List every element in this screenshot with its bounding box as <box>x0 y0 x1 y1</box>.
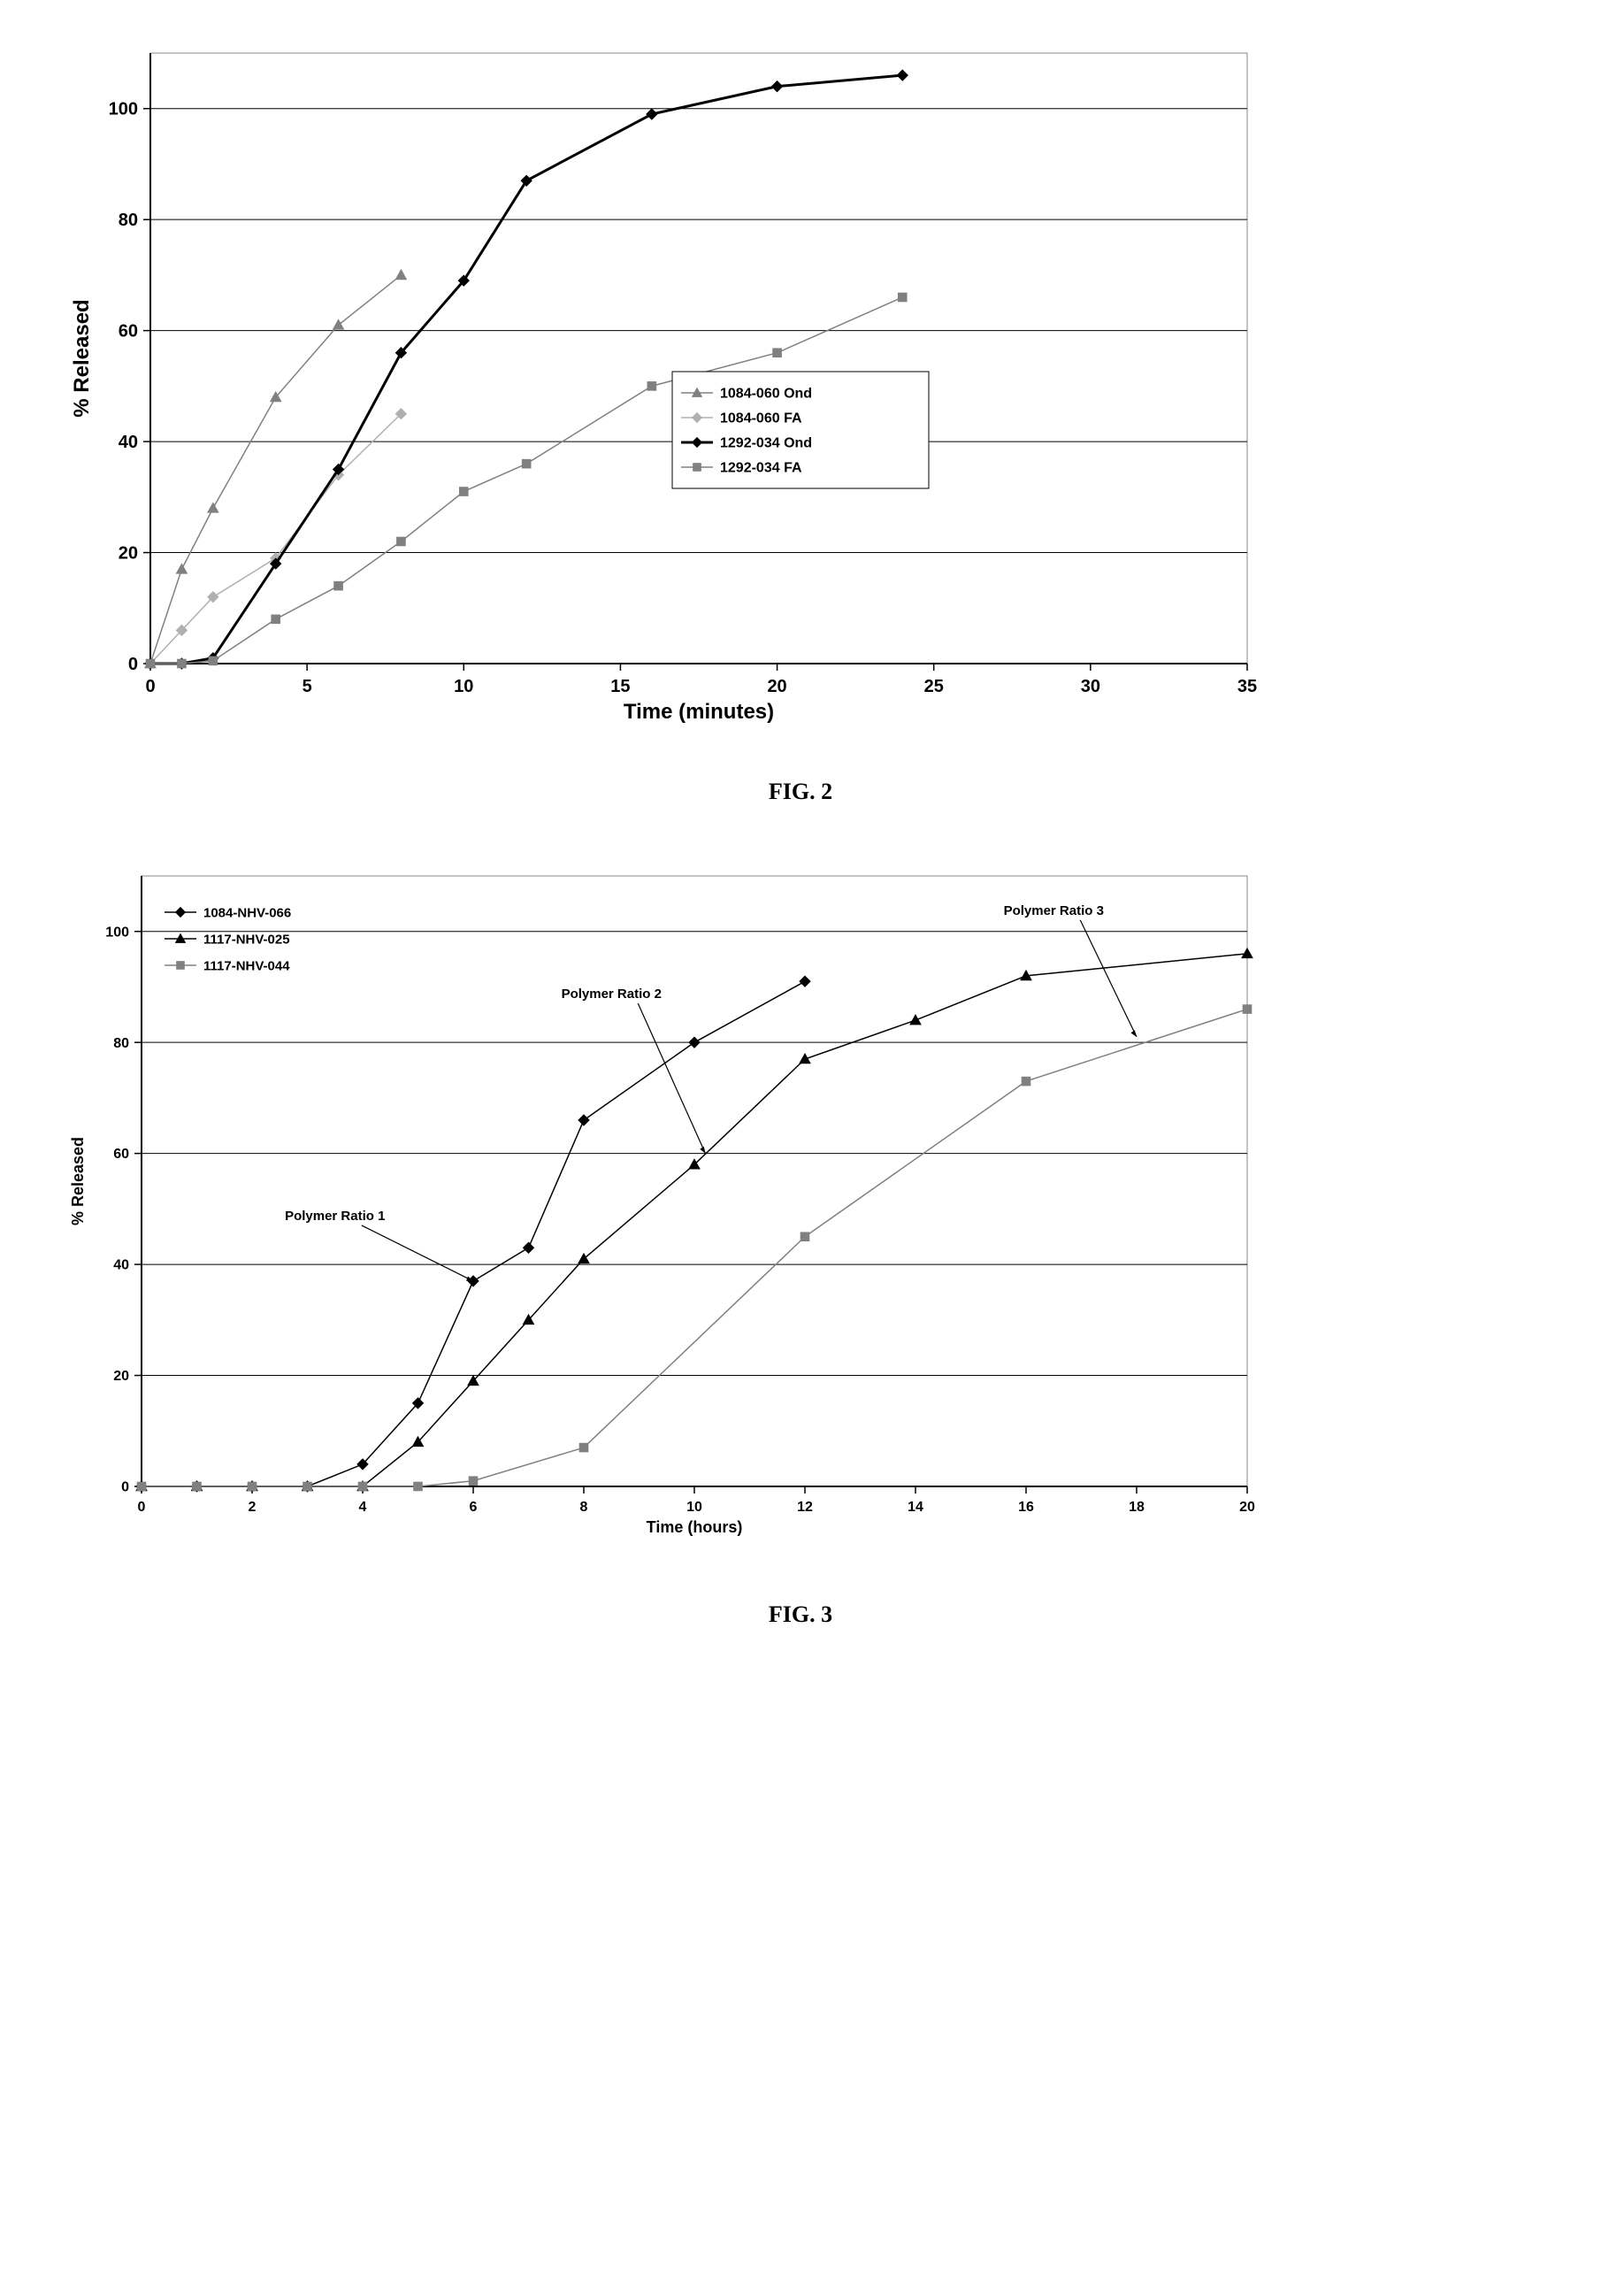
x-tick-label: 8 <box>580 1500 588 1515</box>
fig2-caption: FIG. 2 <box>35 779 1566 805</box>
series-line <box>142 981 805 1486</box>
legend-label: 1117-NHV-044 <box>203 958 290 973</box>
x-axis-label: Time (minutes) <box>624 700 774 724</box>
series-line <box>142 1010 1247 1486</box>
x-tick-label: 16 <box>1018 1500 1034 1515</box>
y-tick-label: 40 <box>113 1258 129 1273</box>
x-tick-label: 35 <box>1237 677 1257 696</box>
x-tick-label: 20 <box>767 677 786 696</box>
x-tick-label: 20 <box>1239 1500 1255 1515</box>
chart-annotation: Polymer Ratio 1 <box>285 1209 385 1224</box>
series-line <box>150 414 401 664</box>
chart-fig3: 0 20 40 60 80 100 0 2 4 6 8 10 12 14 16 18 20 Time (hours… <box>35 858 1566 1566</box>
series-line <box>150 75 902 664</box>
y-tick-label: 20 <box>113 1369 129 1384</box>
x-tick-label: 0 <box>138 1500 146 1515</box>
y-tick-label: 80 <box>119 211 138 230</box>
x-tick-label: 25 <box>924 677 944 696</box>
chart-annotation: Polymer Ratio 2 <box>562 987 662 1002</box>
y-tick-label: 20 <box>119 544 138 564</box>
y-tick-label: 80 <box>113 1036 129 1051</box>
x-tick-label: 4 <box>359 1500 367 1515</box>
x-tick-label: 15 <box>610 677 630 696</box>
legend-label: 1084-NHV-066 <box>203 905 291 920</box>
chart1-svg: 0 20 40 60 80 100 0 5 10 15 20 25 30 35 Time (minutes)… <box>35 35 1274 743</box>
chart-fig2: 0 20 40 60 80 100 0 5 10 15 20 25 30 35 Time (minutes)… <box>35 35 1566 743</box>
y-axis-label: % Released <box>69 1137 87 1225</box>
x-tick-label: 14 <box>908 1500 923 1515</box>
x-tick-label: 5 <box>303 677 312 696</box>
y-tick-label: 40 <box>119 433 138 452</box>
chart-annotation: Polymer Ratio 3 <box>1004 903 1104 918</box>
chart2-svg: 0 20 40 60 80 100 0 2 4 6 8 10 12 14 16 18 20 Time (hours… <box>35 858 1274 1566</box>
x-tick-label: 30 <box>1081 677 1100 696</box>
y-tick-label: 60 <box>113 1147 129 1162</box>
x-tick-label: 2 <box>249 1500 257 1515</box>
series-line <box>150 275 401 664</box>
y-tick-label: 0 <box>121 1480 129 1495</box>
legend-label: 1084-060 FA <box>720 411 802 426</box>
legend-label: 1292-034 Ond <box>720 436 812 451</box>
x-tick-label: 18 <box>1129 1500 1145 1515</box>
x-tick-label: 6 <box>470 1500 478 1515</box>
legend-label: 1084-060 Ond <box>720 387 812 402</box>
y-tick-label: 100 <box>105 925 129 940</box>
x-tick-label: 10 <box>454 677 473 696</box>
legend-label: 1292-034 FA <box>720 461 802 476</box>
y-tick-label: 100 <box>109 100 138 119</box>
x-axis-label: Time (hours) <box>647 1518 743 1536</box>
x-tick-label: 0 <box>145 677 155 696</box>
legend-label: 1117-NHV-025 <box>203 932 290 947</box>
x-tick-label: 12 <box>797 1500 813 1515</box>
y-tick-label: 0 <box>128 655 138 674</box>
y-tick-label: 60 <box>119 322 138 342</box>
fig3-caption: FIG. 3 <box>35 1601 1566 1628</box>
y-axis-label: % Released <box>70 299 94 417</box>
x-tick-label: 10 <box>686 1500 702 1515</box>
